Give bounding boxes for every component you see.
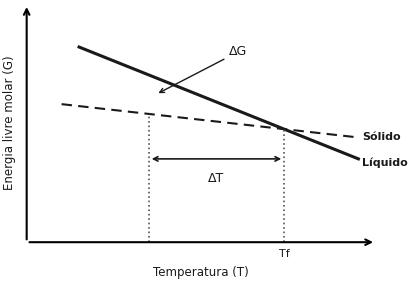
- Text: Energia livre molar (G): Energia livre molar (G): [3, 56, 16, 191]
- Text: Sólido: Sólido: [362, 132, 401, 142]
- Text: Temperatura (T): Temperatura (T): [153, 266, 249, 279]
- Text: ΔT: ΔT: [209, 172, 225, 185]
- Text: Líquido: Líquido: [362, 158, 408, 169]
- Text: Tf: Tf: [279, 249, 290, 259]
- Text: ΔG: ΔG: [160, 45, 247, 92]
